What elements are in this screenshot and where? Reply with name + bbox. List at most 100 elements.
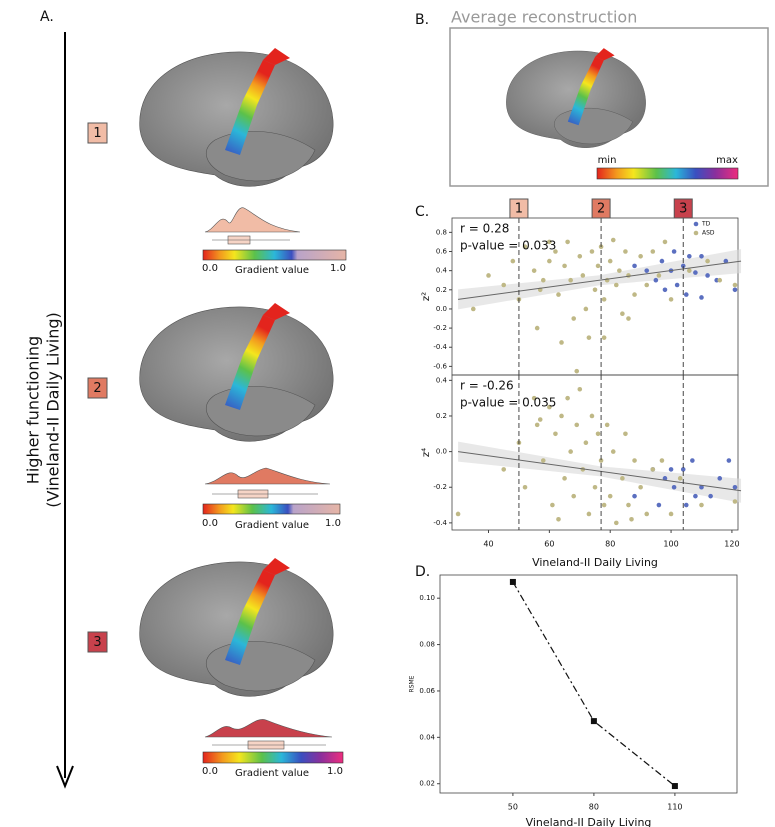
point (540, 277, 546, 283)
point (705, 258, 710, 264)
point (659, 458, 665, 463)
level-label: 2 (93, 381, 101, 396)
point (565, 239, 570, 245)
point (562, 476, 567, 481)
point (693, 270, 698, 275)
point (537, 417, 543, 422)
point (644, 268, 650, 273)
point (595, 431, 601, 437)
point (601, 502, 607, 508)
colorbar-label: 1.0 (327, 766, 343, 777)
colorbar-label: 1.0 (325, 518, 341, 529)
y-tick-label: 0.10 (419, 594, 435, 602)
legend-label: TD (701, 221, 711, 228)
panel-b-frame (449, 27, 769, 187)
level-label: 2 (597, 202, 605, 217)
point (568, 449, 573, 454)
point (638, 253, 643, 259)
brain-image (139, 557, 334, 697)
x-tick-label: 110 (667, 803, 682, 812)
point (626, 316, 631, 321)
point (705, 273, 710, 278)
colorbar-title: Gradient value (235, 768, 309, 779)
point (668, 297, 674, 302)
point (556, 292, 561, 297)
point (626, 273, 631, 278)
level-label: 1 (93, 126, 101, 141)
y-tick-label: 0.04 (419, 733, 435, 741)
point (501, 467, 507, 472)
point (723, 258, 729, 264)
y-tick-label: -0.2 (433, 483, 447, 491)
point (680, 467, 686, 472)
point (522, 484, 528, 490)
x-tick-label: 60 (544, 540, 554, 549)
point (656, 273, 662, 278)
point (586, 335, 592, 340)
y-tick-label: -0.6 (433, 362, 447, 370)
point (583, 440, 589, 446)
point (571, 316, 577, 321)
point (662, 287, 668, 293)
point (607, 258, 613, 264)
point (586, 511, 592, 517)
point (717, 476, 723, 481)
point (623, 431, 628, 437)
point (610, 449, 616, 454)
point (699, 502, 704, 508)
axes-frame (451, 374, 739, 531)
point (604, 422, 610, 428)
brain-image (139, 47, 334, 187)
y-tick-label: 0.4 (436, 267, 448, 275)
point (550, 502, 555, 508)
point (687, 268, 692, 273)
point (659, 258, 665, 264)
point (650, 249, 656, 254)
annotation: p-value = 0.035 (460, 396, 556, 410)
point (629, 517, 634, 522)
point (683, 502, 689, 508)
point (486, 273, 491, 278)
point (632, 263, 637, 269)
point (547, 239, 552, 245)
colorbar-label: 0.0 (202, 263, 218, 274)
level-box (591, 198, 611, 219)
point (568, 277, 573, 283)
point (674, 282, 680, 288)
point (671, 783, 678, 790)
point (668, 511, 674, 517)
point (607, 493, 613, 499)
point (699, 295, 704, 300)
legend-marker (693, 230, 699, 236)
point (687, 253, 692, 259)
point (680, 263, 686, 269)
density (204, 719, 333, 738)
point (732, 499, 738, 504)
y-tick-label: 0.2 (436, 286, 447, 294)
x-tick-label: 100 (663, 540, 678, 549)
y-axis-label: z² (421, 292, 432, 301)
point (601, 297, 607, 302)
point (626, 502, 631, 508)
point (534, 325, 540, 331)
point (501, 282, 507, 288)
y-tick-label: 0.08 (419, 641, 435, 649)
level-box (87, 377, 108, 399)
point (699, 253, 704, 259)
colorbar-label: min (598, 155, 617, 166)
y-tick-label: 0.8 (436, 228, 447, 236)
point (732, 484, 738, 490)
point (623, 249, 628, 254)
point (726, 458, 732, 463)
level-label: 1 (515, 202, 523, 217)
arrow-head (56, 765, 74, 789)
point (620, 476, 625, 481)
point (644, 282, 650, 288)
point (590, 718, 597, 725)
point (620, 311, 625, 317)
brain-image (505, 47, 647, 149)
x-tick-label: 50 (508, 803, 518, 812)
y-tick-label: 0.02 (419, 780, 435, 788)
